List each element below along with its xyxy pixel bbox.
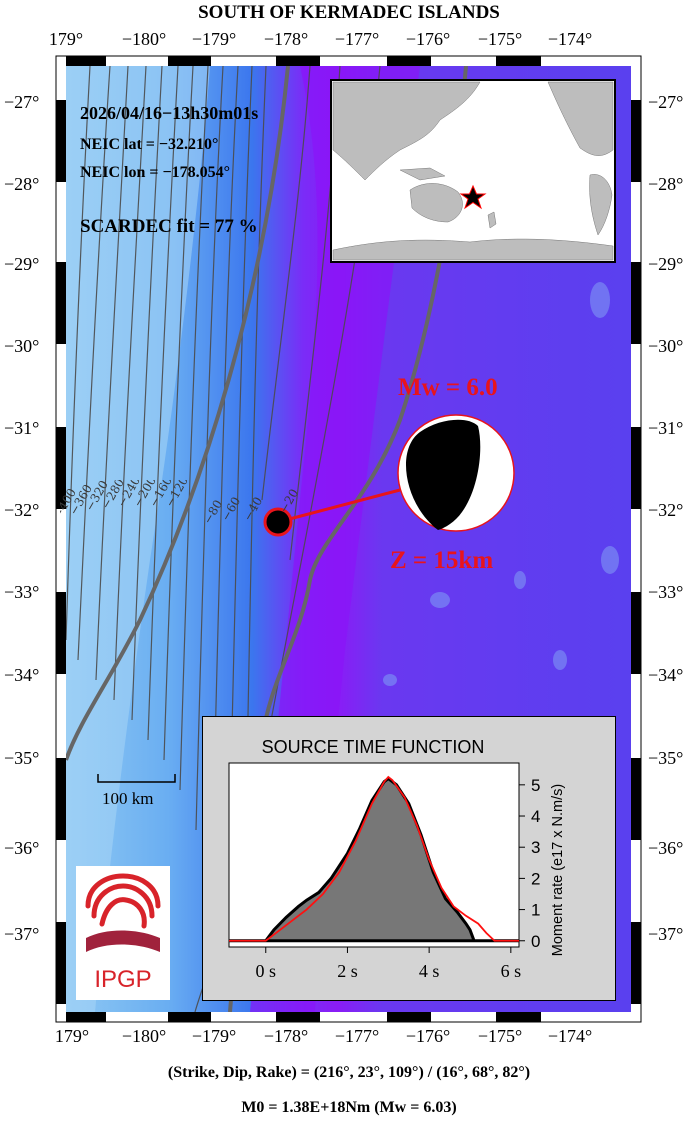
scale-bar-label: 100 km (102, 789, 154, 808)
focal-mechanism-beachball[interactable] (397, 414, 515, 532)
seismic-moment: M0 = 1.38E+18Nm (Mw = 6.03) (241, 1099, 457, 1116)
lon-label-top: −174° (547, 29, 593, 49)
map-frame (56, 56, 641, 1022)
lon-label-top: −178° (263, 29, 309, 49)
lat-label-left: −37° (4, 924, 40, 944)
ipgp-logo-mark (85, 873, 161, 952)
stf-y-tick-label: 0 (531, 932, 540, 951)
stf-y-tick-label: 2 (531, 869, 540, 888)
lon-label-bottom: −174° (547, 1026, 593, 1046)
stf-series-observed (229, 776, 519, 943)
lon-label-bottom: −175° (477, 1026, 523, 1046)
ipgp-logo-text: IPGP (94, 966, 152, 993)
map-title: SOUTH OF KERMADEC ISLANDS (198, 2, 500, 23)
lon-label-bottom: −178° (263, 1026, 309, 1046)
contour-label: −20 (276, 487, 300, 516)
scale-bar (97, 774, 176, 783)
ipgp-logo: IPGP (76, 866, 170, 1000)
lon-label-bottom: −176° (405, 1026, 451, 1046)
lat-label-left: −36° (4, 838, 40, 858)
slab-contours (66, 66, 381, 1012)
lon-label-top: −179° (191, 29, 237, 49)
lat-label-right: −29° (648, 254, 684, 274)
magnitude-label: Mw = 6.0 (398, 374, 498, 401)
lat-label-right: −27° (648, 92, 684, 112)
lat-label-left: −30° (4, 336, 40, 356)
contour-label: −40 (240, 495, 265, 524)
fault-angles: (Strike, Dip, Rake) = (216°, 23°, 109°) … (167, 1064, 531, 1081)
stf-series-model (229, 775, 519, 942)
stf-y-tick-label: 5 (531, 776, 540, 795)
stf-y-tick-label: 1 (531, 901, 540, 920)
lat-label-left: −33° (4, 582, 40, 602)
event-latitude: NEIC lat = −32.210° (80, 136, 219, 153)
lat-label-left: −35° (4, 748, 40, 768)
event-datetime: 2026/04/16−13h30m01s (80, 103, 259, 123)
stf-x-tick-label: 4 s (419, 961, 440, 981)
stf-x-tick-label: 0 s (256, 961, 277, 981)
lon-label-top: −176° (405, 29, 451, 49)
lat-label-right: −36° (648, 838, 684, 858)
lon-label-top: −177° (334, 29, 380, 49)
contour-label: −60 (218, 495, 243, 524)
lat-label-right: −34° (648, 665, 684, 685)
stf-title: SOURCE TIME FUNCTION (261, 737, 485, 757)
stf-y-tick-label: 3 (531, 838, 540, 857)
lat-label-left: −34° (4, 665, 40, 685)
lat-label-right: −33° (648, 582, 684, 602)
lon-label-top: −175° (477, 29, 523, 49)
inset-world-map (330, 79, 616, 263)
lat-label-left: −32° (4, 500, 40, 520)
scardec-fit: SCARDEC fit = 77 % (80, 216, 258, 237)
lon-label-bottom: −177° (334, 1026, 380, 1046)
contour-labels: −400 −360 −320 −280 −240 −200 −160 −120 … (60, 480, 300, 527)
lat-label-left: −31° (4, 418, 40, 438)
lat-label-right: −32° (648, 500, 684, 520)
lon-label-bottom: 179° (54, 1026, 90, 1046)
lon-label-top: 179° (48, 29, 84, 49)
inset-event-star (459, 184, 487, 210)
stf-x-tick-label: 2 s (337, 961, 358, 981)
lat-label-left: −27° (4, 92, 40, 112)
stf-chart: 0 1 2 3 4 5 0 s 2 s 4 s 6 s (228, 762, 540, 981)
epicenter-marker[interactable] (263, 507, 293, 537)
event-longitude: NEIC lon = −178.054° (80, 164, 230, 181)
lat-label-right: −31° (648, 418, 684, 438)
lat-label-right: −28° (648, 174, 684, 194)
lat-label-left: −29° (4, 254, 40, 274)
lat-label-right: −35° (648, 748, 684, 768)
lat-label-left: −28° (4, 174, 40, 194)
lon-label-bottom: −179° (191, 1026, 237, 1046)
stf-x-tick-label: 6 s (501, 961, 522, 981)
depth-label: Z = 15km (390, 547, 494, 574)
lat-label-right: −37° (648, 924, 684, 944)
lon-label-bottom: −180° (121, 1026, 167, 1046)
lon-label-top: −180° (121, 29, 167, 49)
stf-ylabel: Moment rate (e17 x N.m/s) (550, 783, 566, 957)
stf-y-tick-label: 4 (531, 807, 540, 826)
lat-label-right: −30° (648, 336, 684, 356)
